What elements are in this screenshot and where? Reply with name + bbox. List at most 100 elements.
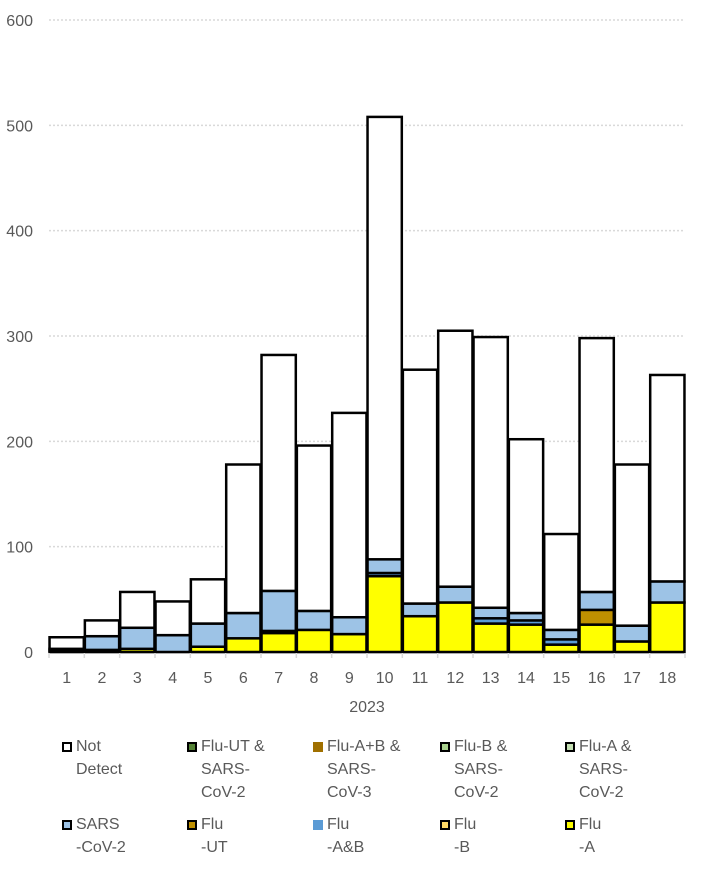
x-tick-label: 15 [552, 670, 570, 687]
legend-item: Flu-A+B & SARS- CoV-3 [313, 735, 400, 804]
legend-label: Flu-A & SARS- CoV-2 [579, 738, 632, 801]
y-tick-label: 400 [6, 224, 33, 241]
bar-segment [260, 589, 298, 633]
bar-segment [330, 615, 368, 636]
y-tick-label: 600 [6, 13, 33, 30]
legend-item: Flu -UT [187, 813, 228, 859]
legend-label: Flu-B & SARS- CoV-2 [454, 738, 508, 801]
legend-swatch-icon [440, 742, 450, 752]
bar-segment [260, 631, 298, 654]
bar-segment [578, 608, 616, 626]
bars [48, 115, 686, 654]
bar-segment [366, 558, 404, 575]
legend-swatch-icon [565, 820, 575, 830]
legend-label: Flu -B [454, 816, 477, 856]
y-tick-label: 100 [6, 540, 33, 557]
bar-segment [48, 636, 86, 651]
bar-segment [542, 532, 580, 632]
legend-item: Flu -A [565, 813, 601, 859]
bar-segment [189, 578, 227, 625]
x-tick-label: 8 [310, 670, 319, 687]
legend-swatch-icon [187, 820, 197, 830]
x-axis-ticks: 1 2 3 4 5 6 7 8 9 10 11 12 13 14 15 16 17 18 [48, 653, 686, 687]
x-axis-label: 2023 [349, 699, 385, 716]
legend-item: Flu-UT & SARS- CoV-2 [187, 735, 265, 804]
bar-segment [118, 626, 156, 651]
bar-segment [613, 463, 651, 627]
bar-segment [507, 623, 545, 654]
x-tick-label: 10 [376, 670, 394, 687]
bar-segment [330, 632, 368, 654]
y-tick-label: 200 [6, 434, 33, 451]
bar-segment [118, 590, 156, 630]
x-tick-label: 16 [588, 670, 606, 687]
y-tick-label: 500 [6, 118, 33, 135]
bar-segment [295, 444, 333, 613]
y-tick-label: 0 [24, 645, 33, 662]
x-tick-label: 4 [168, 670, 177, 687]
bar-segment [83, 634, 121, 652]
legend-item: SARS -CoV-2 [62, 813, 126, 859]
legend-label: Flu-UT & SARS- CoV-2 [201, 738, 265, 801]
bar-segment [401, 368, 439, 605]
legend: Not Detect Flu-UT & SARS- CoV-2 Flu-A+B & … [0, 730, 702, 890]
bar-segment [578, 336, 616, 594]
bar-segment [189, 622, 227, 648]
legend-swatch-icon [62, 820, 72, 830]
bar-segment [224, 637, 262, 654]
bar-segment [578, 590, 616, 612]
legend-label: SARS -CoV-2 [76, 816, 126, 856]
x-tick-label: 3 [133, 670, 142, 687]
x-tick-label: 18 [658, 670, 676, 687]
bar-segment [295, 609, 333, 632]
bar-segment [154, 600, 192, 637]
bar-segment [401, 614, 439, 654]
x-tick-label: 5 [204, 670, 213, 687]
legend-item: Flu -A&B [313, 813, 364, 859]
bar-segment [613, 624, 651, 643]
legend-item: Flu -B [440, 813, 476, 859]
x-tick-label: 13 [482, 670, 500, 687]
bar-segment [472, 335, 510, 610]
x-tick-label: 14 [517, 670, 535, 687]
y-tick-label: 300 [6, 329, 33, 346]
legend-label: Flu -A [579, 816, 602, 856]
x-tick-label: 7 [274, 670, 283, 687]
bar-segment [542, 628, 580, 641]
bar-segment [436, 601, 474, 654]
bar-segment [507, 437, 545, 615]
x-tick-label: 17 [623, 670, 641, 687]
bar-segment [295, 628, 333, 654]
legend-swatch-icon [313, 742, 323, 752]
bar-segment [401, 602, 439, 618]
x-tick-label: 11 [412, 670, 429, 687]
bar-segment [154, 633, 192, 654]
bar-segment [436, 329, 474, 588]
bar-segment [366, 574, 404, 654]
legend-item: Flu-A & SARS- CoV-2 [565, 735, 631, 804]
legend-swatch-icon [62, 742, 72, 752]
bar-segment [613, 640, 651, 654]
bar-segment [648, 601, 686, 654]
y-axis-ticks: 0 100 200 300 400 500 600 [6, 13, 33, 662]
legend-swatch-icon [440, 820, 450, 830]
bar-segment [224, 463, 262, 615]
legend-swatch-icon [313, 820, 323, 830]
legend-item: Not Detect [62, 735, 122, 781]
bar-segment [260, 353, 298, 593]
bar-segment [366, 115, 404, 561]
x-tick-label: 9 [345, 670, 354, 687]
bar-segment [330, 411, 368, 619]
bar-segment [224, 611, 262, 640]
legend-label: Flu -UT [201, 816, 228, 856]
legend-swatch-icon [187, 742, 197, 752]
x-tick-label: 1 [62, 670, 71, 687]
bar-segment [472, 606, 510, 620]
legend-label: Not Detect [76, 738, 123, 778]
legend-label: Flu-A+B & SARS- CoV-3 [327, 738, 401, 801]
bar-segment [648, 580, 686, 604]
bar-segment [472, 622, 510, 654]
bar-segment [436, 585, 474, 604]
x-tick-label: 2 [98, 670, 107, 687]
